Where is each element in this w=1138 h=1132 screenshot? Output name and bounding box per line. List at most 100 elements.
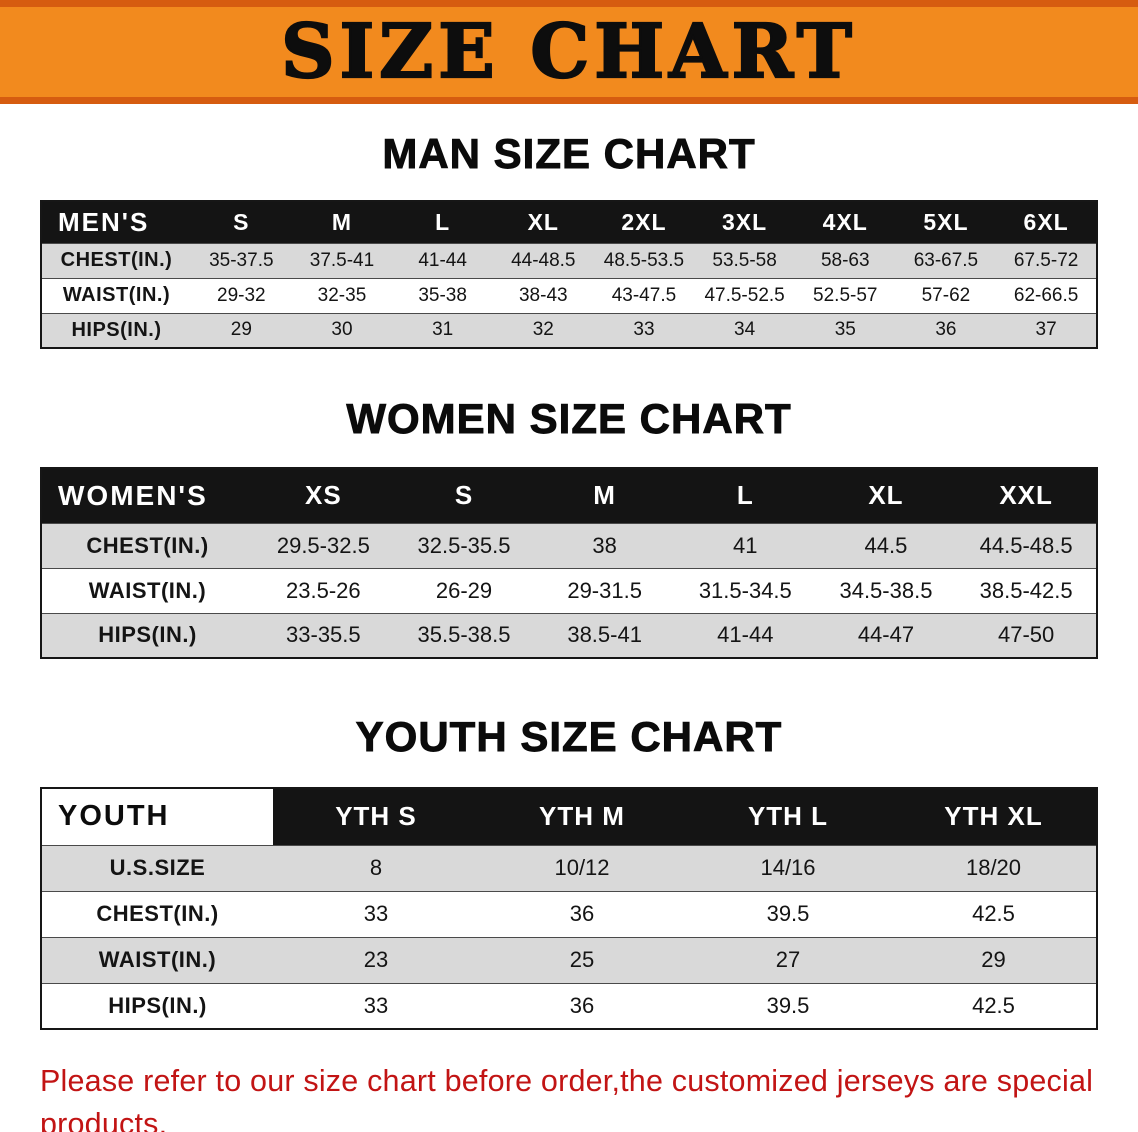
size-value: 33-35.5 [253, 612, 394, 658]
size-value: 34 [694, 312, 795, 348]
table-header-row: WOMEN'S XS S M L XL XXL [41, 468, 1097, 523]
table-row: CHEST(IN.) 33 36 39.5 42.5 [41, 890, 1097, 937]
women-section-heading: WOMEN SIZE CHART [346, 395, 792, 443]
size-value: 35 [794, 312, 896, 348]
measurement-label: U.S.SIZE [41, 844, 273, 891]
size-value: 39.5 [685, 890, 891, 937]
table-row: WAIST(IN.) 23 25 27 29 [41, 936, 1097, 983]
size-column-header: M [534, 468, 675, 523]
size-value: 29-31.5 [534, 567, 675, 613]
size-column-header: XL [815, 468, 957, 523]
men-table-wrap: MEN'S S M L XL 2XL 3XL 4XL 5XL 6XL CHEST(IN.) 35-37… [40, 200, 1098, 349]
size-value: 27 [685, 936, 891, 983]
size-value: 47-50 [956, 612, 1097, 658]
size-column-header: S [191, 201, 292, 243]
table-header-row: YOUTH YTH S YTH M YTH L YTH XL [41, 788, 1097, 845]
youth-table-wrap: YOUTH YTH S YTH M YTH L YTH XL U.S.SIZE 8 10/12… [40, 787, 1098, 1030]
table-header-row: MEN'S S M L XL 2XL 3XL 4XL 5XL 6XL [41, 201, 1097, 243]
size-column-header: L [674, 468, 816, 523]
size-value: 33 [593, 312, 695, 348]
size-value: 67.5-72 [996, 242, 1097, 278]
table-row: CHEST(IN.) 35-37.5 37.5-41 41-44 44-48.5 48.5… [41, 242, 1097, 278]
size-value: 41 [674, 522, 816, 568]
size-value: 29 [891, 936, 1097, 983]
size-value: 41-44 [674, 612, 816, 658]
size-value: 62-66.5 [996, 277, 1097, 313]
size-value: 38.5-42.5 [956, 567, 1097, 613]
size-column-header: YTH S [273, 788, 479, 845]
size-value: 36 [895, 312, 997, 348]
size-value: 14/16 [685, 844, 891, 891]
measurement-label: WAIST(IN.) [41, 936, 273, 983]
section-youth: YOUTH SIZE CHART YOUTH YTH S YTH M YTH L YTH… [0, 713, 1138, 1030]
section-women: WOMEN SIZE CHART WOMEN'S XS S M L XL XXL CHEST(… [0, 395, 1138, 659]
size-value: 58-63 [794, 242, 896, 278]
size-value: 39.5 [685, 982, 891, 1029]
disclaimer: Please refer to our size chart before or… [40, 1060, 1138, 1132]
size-column-header: S [393, 468, 535, 523]
size-value: 44.5 [815, 522, 957, 568]
measurement-label: HIPS(IN.) [41, 312, 191, 348]
size-column-header: 3XL [694, 201, 795, 243]
size-value: 52.5-57 [794, 277, 896, 313]
size-value: 29-32 [191, 277, 292, 313]
size-value: 57-62 [895, 277, 997, 313]
measurement-label: HIPS(IN.) [41, 612, 253, 658]
size-value: 63-67.5 [895, 242, 997, 278]
size-value: 38-43 [492, 277, 594, 313]
size-column-header: L [392, 201, 493, 243]
table-label: MEN'S [41, 201, 191, 243]
measurement-label: HIPS(IN.) [41, 982, 273, 1029]
size-value: 37.5-41 [291, 242, 393, 278]
size-value: 53.5-58 [694, 242, 795, 278]
measurement-label: CHEST(IN.) [41, 522, 253, 568]
size-value: 34.5-38.5 [815, 567, 957, 613]
size-value: 25 [479, 936, 685, 983]
size-value: 32 [492, 312, 594, 348]
size-value: 37 [996, 312, 1097, 348]
measurement-label: WAIST(IN.) [41, 567, 253, 613]
women-table-wrap: WOMEN'S XS S M L XL XXL CHEST(IN.) 29.5-32.5 32.5… [40, 467, 1098, 659]
size-column-header: YTH M [479, 788, 685, 845]
table-label: WOMEN'S [41, 468, 253, 523]
size-column-header: 4XL [794, 201, 896, 243]
size-column-header: M [291, 201, 393, 243]
size-column-header: YTH XL [891, 788, 1097, 845]
size-value: 38.5-41 [534, 612, 675, 658]
size-column-header: XS [253, 468, 394, 523]
size-column-header: 2XL [593, 201, 695, 243]
size-value: 33 [273, 890, 479, 937]
table-row: U.S.SIZE 8 10/12 14/16 18/20 [41, 844, 1097, 891]
table-row: HIPS(IN.) 33-35.5 35.5-38.5 38.5-41 41-44 44-… [41, 612, 1097, 658]
size-value: 36 [479, 890, 685, 937]
table-row: HIPS(IN.) 33 36 39.5 42.5 [41, 982, 1097, 1029]
size-value: 33 [273, 982, 479, 1029]
size-value: 32.5-35.5 [393, 522, 535, 568]
banner: SIZE CHART [0, 0, 1138, 104]
table-row: WAIST(IN.) 23.5-26 26-29 29-31.5 31.5-34.5 34… [41, 567, 1097, 613]
size-value: 42.5 [891, 982, 1097, 1029]
size-value: 41-44 [392, 242, 493, 278]
size-value: 47.5-52.5 [694, 277, 795, 313]
size-value: 29 [191, 312, 292, 348]
size-column-header: XXL [956, 468, 1097, 523]
size-value: 31.5-34.5 [674, 567, 816, 613]
table-row: HIPS(IN.) 29 30 31 32 33 34 35 36 37 [41, 312, 1097, 348]
table-row: WAIST(IN.) 29-32 32-35 35-38 38-43 43-47.5 47.… [41, 277, 1097, 313]
measurement-label: CHEST(IN.) [41, 242, 191, 278]
size-value: 42.5 [891, 890, 1097, 937]
size-value: 48.5-53.5 [593, 242, 695, 278]
size-column-header: 6XL [996, 201, 1097, 243]
measurement-label: WAIST(IN.) [41, 277, 191, 313]
size-value: 23.5-26 [253, 567, 394, 613]
size-value: 8 [273, 844, 479, 891]
size-value: 35.5-38.5 [393, 612, 535, 658]
disclaimer-line-1: Please refer to our size chart before or… [40, 1064, 1094, 1132]
size-value: 44-48.5 [492, 242, 594, 278]
size-column-header: 5XL [895, 201, 997, 243]
youth-size-table: YOUTH YTH S YTH M YTH L YTH XL U.S.SIZE 8 10/12… [40, 787, 1098, 1030]
size-value: 18/20 [891, 844, 1097, 891]
size-value: 30 [291, 312, 393, 348]
size-value: 10/12 [479, 844, 685, 891]
